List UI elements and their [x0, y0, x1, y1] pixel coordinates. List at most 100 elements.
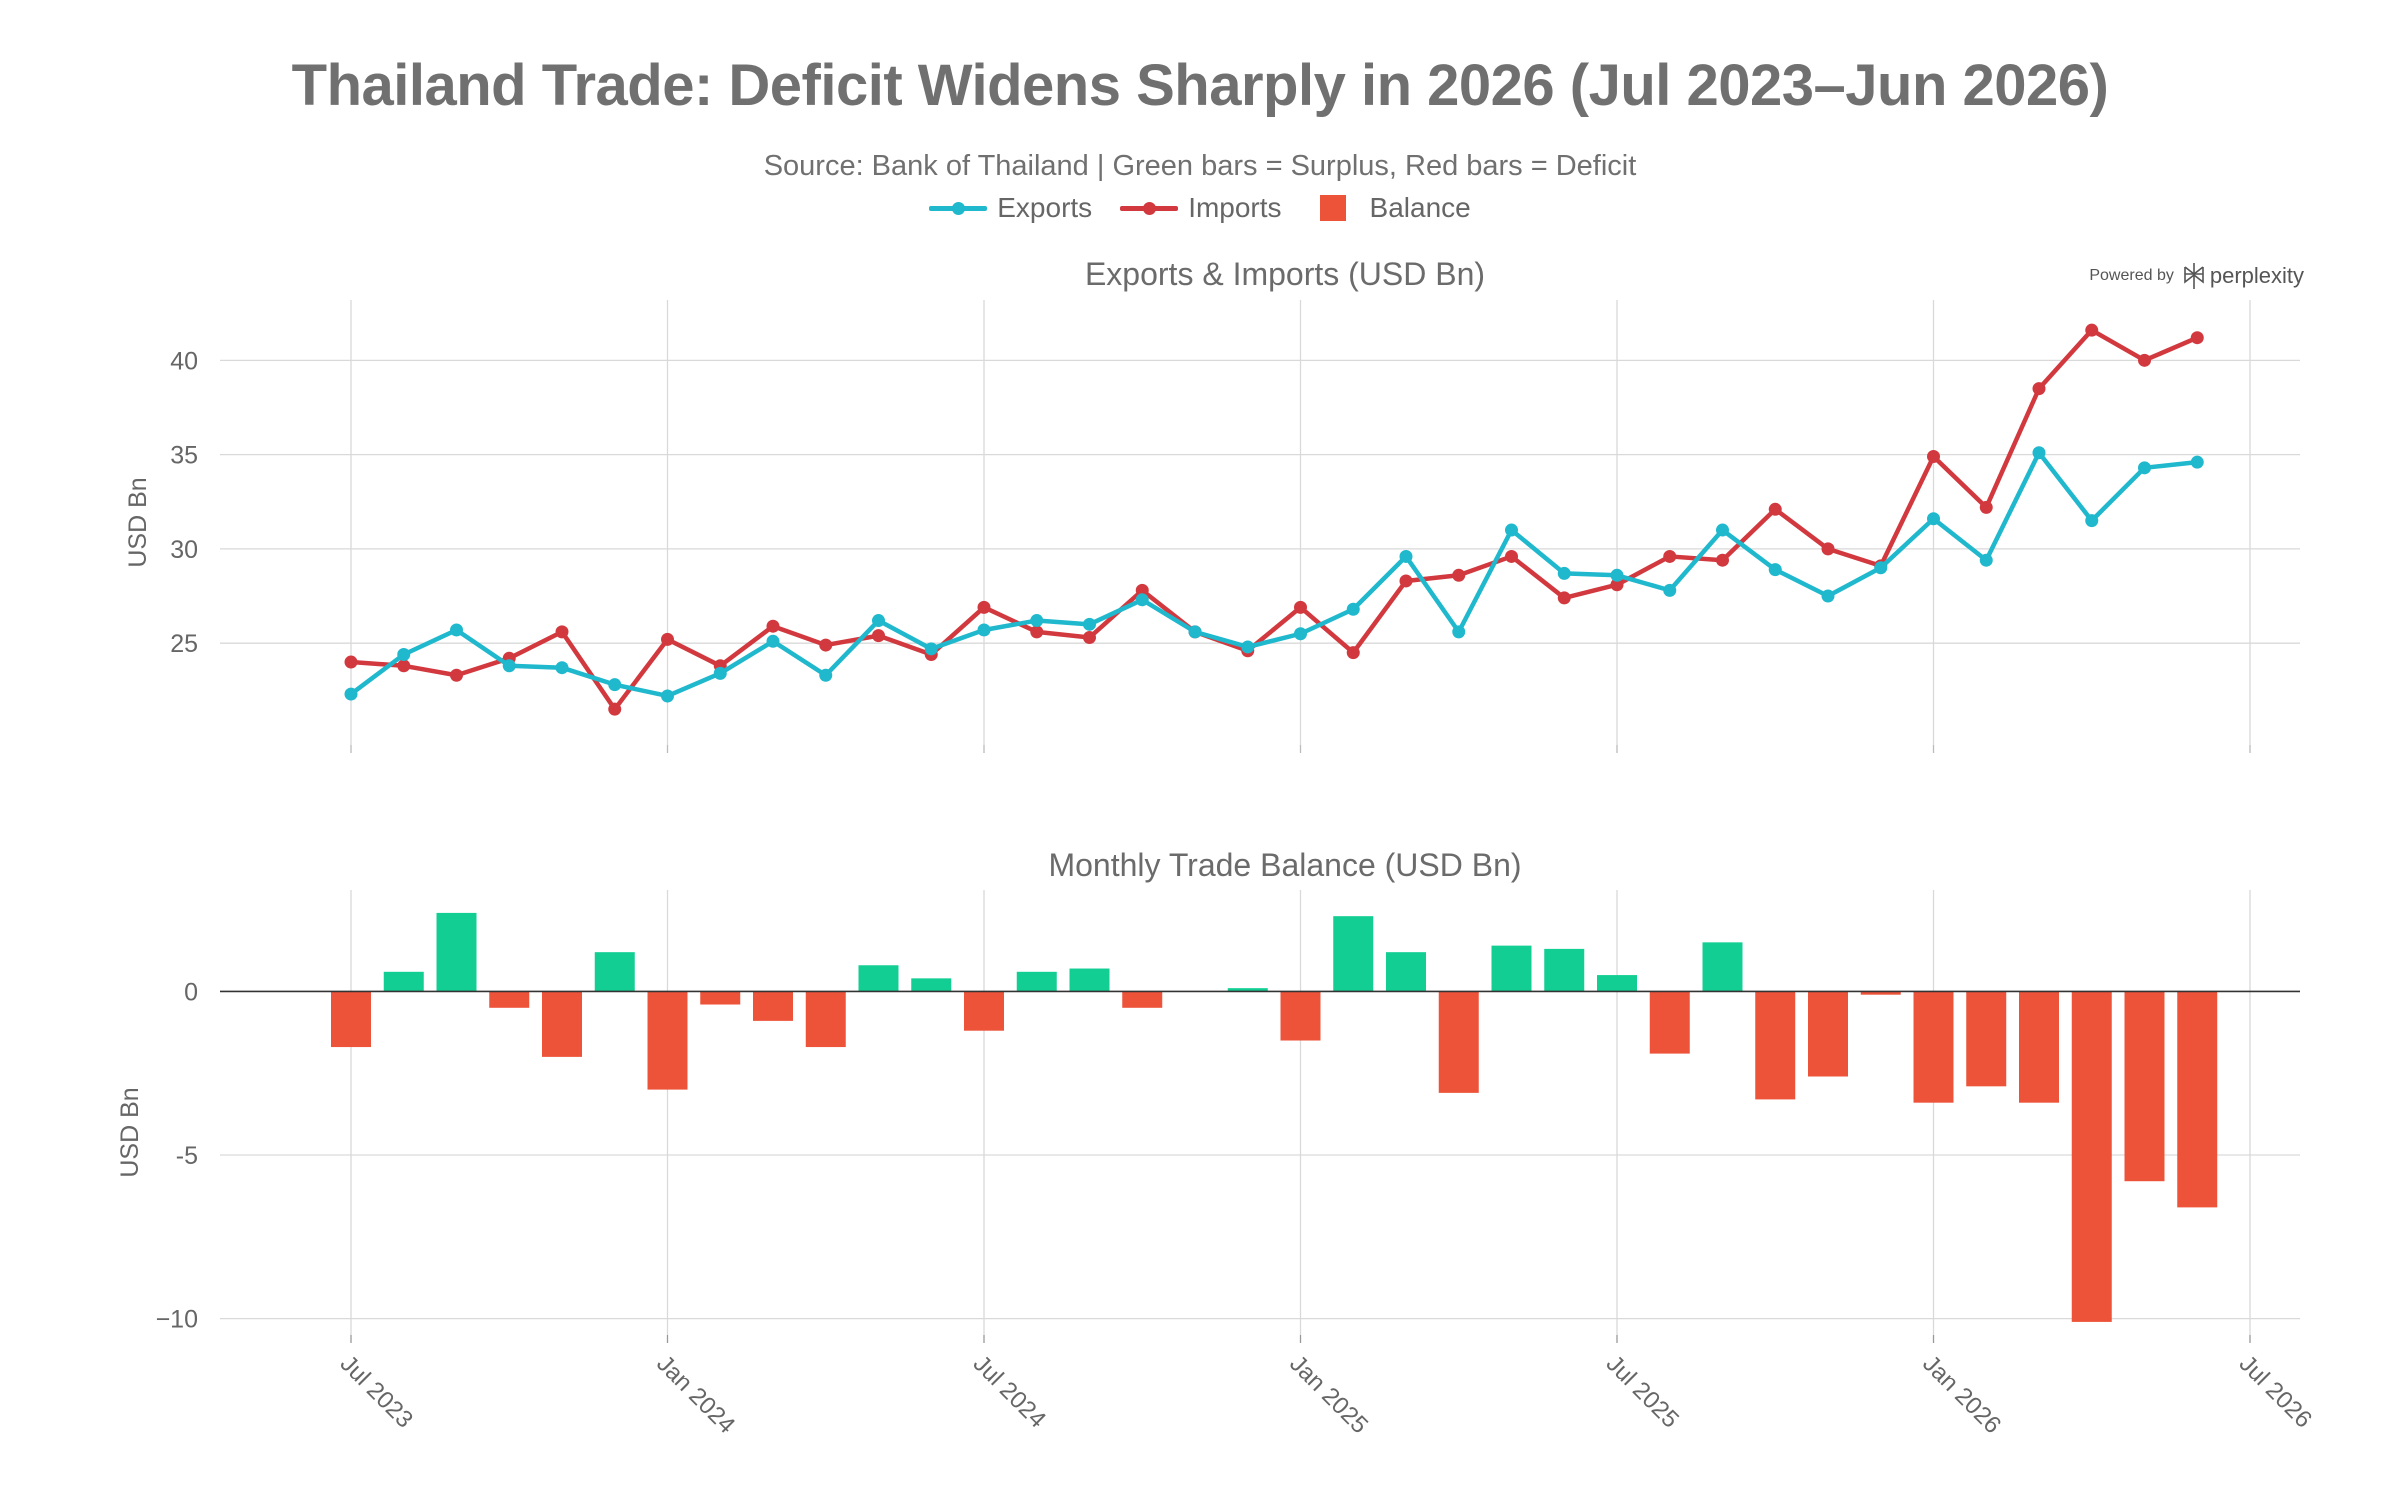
balance-bar: [1069, 968, 1110, 992]
balance-bar: [542, 991, 582, 1057]
balance-bar: [1966, 991, 2007, 1087]
exports-point: [1030, 614, 1044, 628]
top-y-tick-label: 40: [170, 347, 198, 375]
bottom-y-tick-label: 0: [184, 978, 198, 1006]
bottom-y-axis-label: USD Bn: [116, 1087, 144, 1177]
bottom-panel: Monthly Trade Balance (USD Bn) −10 -5 0 USD …: [116, 847, 2300, 1335]
imports-point: [1927, 450, 1940, 464]
x-tick-label: Jul 2023: [335, 1350, 418, 1433]
chart-subtitle: Source: Bank of Thailand | Green bars = …: [763, 150, 1637, 182]
exports-point: [1346, 602, 1360, 616]
exports-point: [2138, 461, 2151, 475]
exports-point: [661, 689, 674, 703]
balance-bar: [647, 991, 688, 1090]
balance-bar: [1280, 991, 1321, 1041]
exports-point: [1294, 627, 1307, 641]
balance-bar: [1597, 975, 1637, 992]
bottom-y-tick-label: −10: [156, 1306, 198, 1334]
exports-point: [1821, 589, 1835, 603]
exports-point: [1083, 617, 1096, 631]
balance-bar: [383, 971, 424, 992]
exports-point: [872, 614, 885, 628]
imports-point: [2138, 353, 2151, 367]
balance-bar: [1122, 991, 1163, 1008]
top-y-tick-label: 25: [170, 630, 198, 658]
imports-point: [766, 619, 780, 633]
balance-bar: [2071, 991, 2112, 1322]
exports-point: [1399, 549, 1413, 563]
balance-bar: [489, 991, 530, 1008]
exports-point: [713, 666, 727, 680]
legend-item-exports[interactable]: Exports: [929, 192, 1092, 224]
balance-bar: [2124, 991, 2165, 1182]
bottom-y-tick-label: -5: [176, 1142, 198, 1170]
legend-label-exports: Exports: [997, 192, 1093, 223]
exports-point: [766, 634, 780, 648]
exports-point: [1979, 553, 1993, 567]
imports-point: [1663, 549, 1677, 563]
balance-bar: [1649, 991, 1690, 1054]
balance-bar: [1544, 948, 1585, 992]
imports-point: [1716, 553, 1729, 567]
x-tick-label: Jan 2025: [1284, 1350, 1373, 1439]
imports-point: [2032, 382, 2046, 396]
legend-item-balance[interactable]: Balance: [1310, 192, 1471, 224]
balance-bar: [1755, 991, 1796, 1100]
balance-bar: [1702, 942, 1743, 992]
imports-series-line: [350, 327, 2199, 712]
imports-point: [1452, 568, 1466, 582]
exports-point: [1768, 563, 1782, 577]
exports-line-swatch: [929, 201, 988, 215]
balance-bar: [1386, 952, 1426, 992]
balance-bar: [2177, 991, 2218, 1208]
exports-point: [1557, 566, 1571, 580]
balance-bar: [331, 991, 371, 1048]
imports-point: [977, 600, 991, 614]
top-y-tick-label: 35: [170, 442, 198, 470]
exports-point: [2032, 446, 2046, 460]
balance-bar: [700, 991, 741, 1005]
exports-point: [397, 647, 411, 661]
imports-point: [1135, 583, 1149, 597]
balance-bar: [1913, 991, 1954, 1103]
top-y-axis-label: USD Bn: [124, 477, 152, 567]
imports-point: [2190, 331, 2204, 345]
legend-label-balance: Balance: [1369, 192, 1471, 223]
imports-point: [397, 659, 411, 673]
imports-point: [1346, 646, 1360, 660]
balance-bar: [1438, 991, 1479, 1093]
legend: Exports Imports Balance: [0, 192, 2400, 224]
imports-point: [344, 655, 358, 669]
balance-bar: [964, 991, 1004, 1031]
top-panel: Exports & Imports (USD Bn) 25 30 35 40 USD Bn: [124, 256, 2300, 745]
balance-bar: [1491, 945, 1532, 992]
balance-bar: [858, 965, 899, 992]
exports-point: [1188, 625, 1202, 639]
exports-point: [2085, 514, 2099, 528]
exports-point: [1716, 523, 1729, 537]
perplexity-logo-icon: [2184, 263, 2204, 289]
imports-point: [1030, 625, 1044, 639]
legend-label-imports: Imports: [1188, 192, 1282, 223]
exports-point: [1874, 561, 1888, 575]
balance-bar: [805, 991, 846, 1048]
balance-bar: [1333, 916, 1374, 992]
legend-item-imports[interactable]: Imports: [1120, 192, 1282, 224]
balance-bar: [436, 912, 477, 992]
x-tick-label: Jul 2025: [1601, 1350, 1684, 1433]
chart-title: Thailand Trade: Deficit Widens Sharply i…: [291, 53, 2109, 118]
balance-bar: [1227, 988, 1268, 992]
exports-point: [555, 661, 569, 675]
balance-bar-swatch: [1319, 195, 1346, 221]
imports-point: [450, 668, 463, 682]
imports-point: [661, 632, 674, 646]
imports-point: [1821, 542, 1835, 556]
balance-bar: [594, 952, 635, 992]
top-panel-title: Exports & Imports (USD Bn): [1085, 256, 1485, 292]
exports-point: [1452, 625, 1466, 639]
exports-point: [1927, 512, 1940, 526]
x-tick-label: Jul 2026: [2234, 1350, 2317, 1433]
balance-bar: [2019, 991, 2059, 1103]
top-y-tick-label: 30: [170, 536, 198, 564]
x-tick-label: Jul 2024: [968, 1350, 1051, 1433]
